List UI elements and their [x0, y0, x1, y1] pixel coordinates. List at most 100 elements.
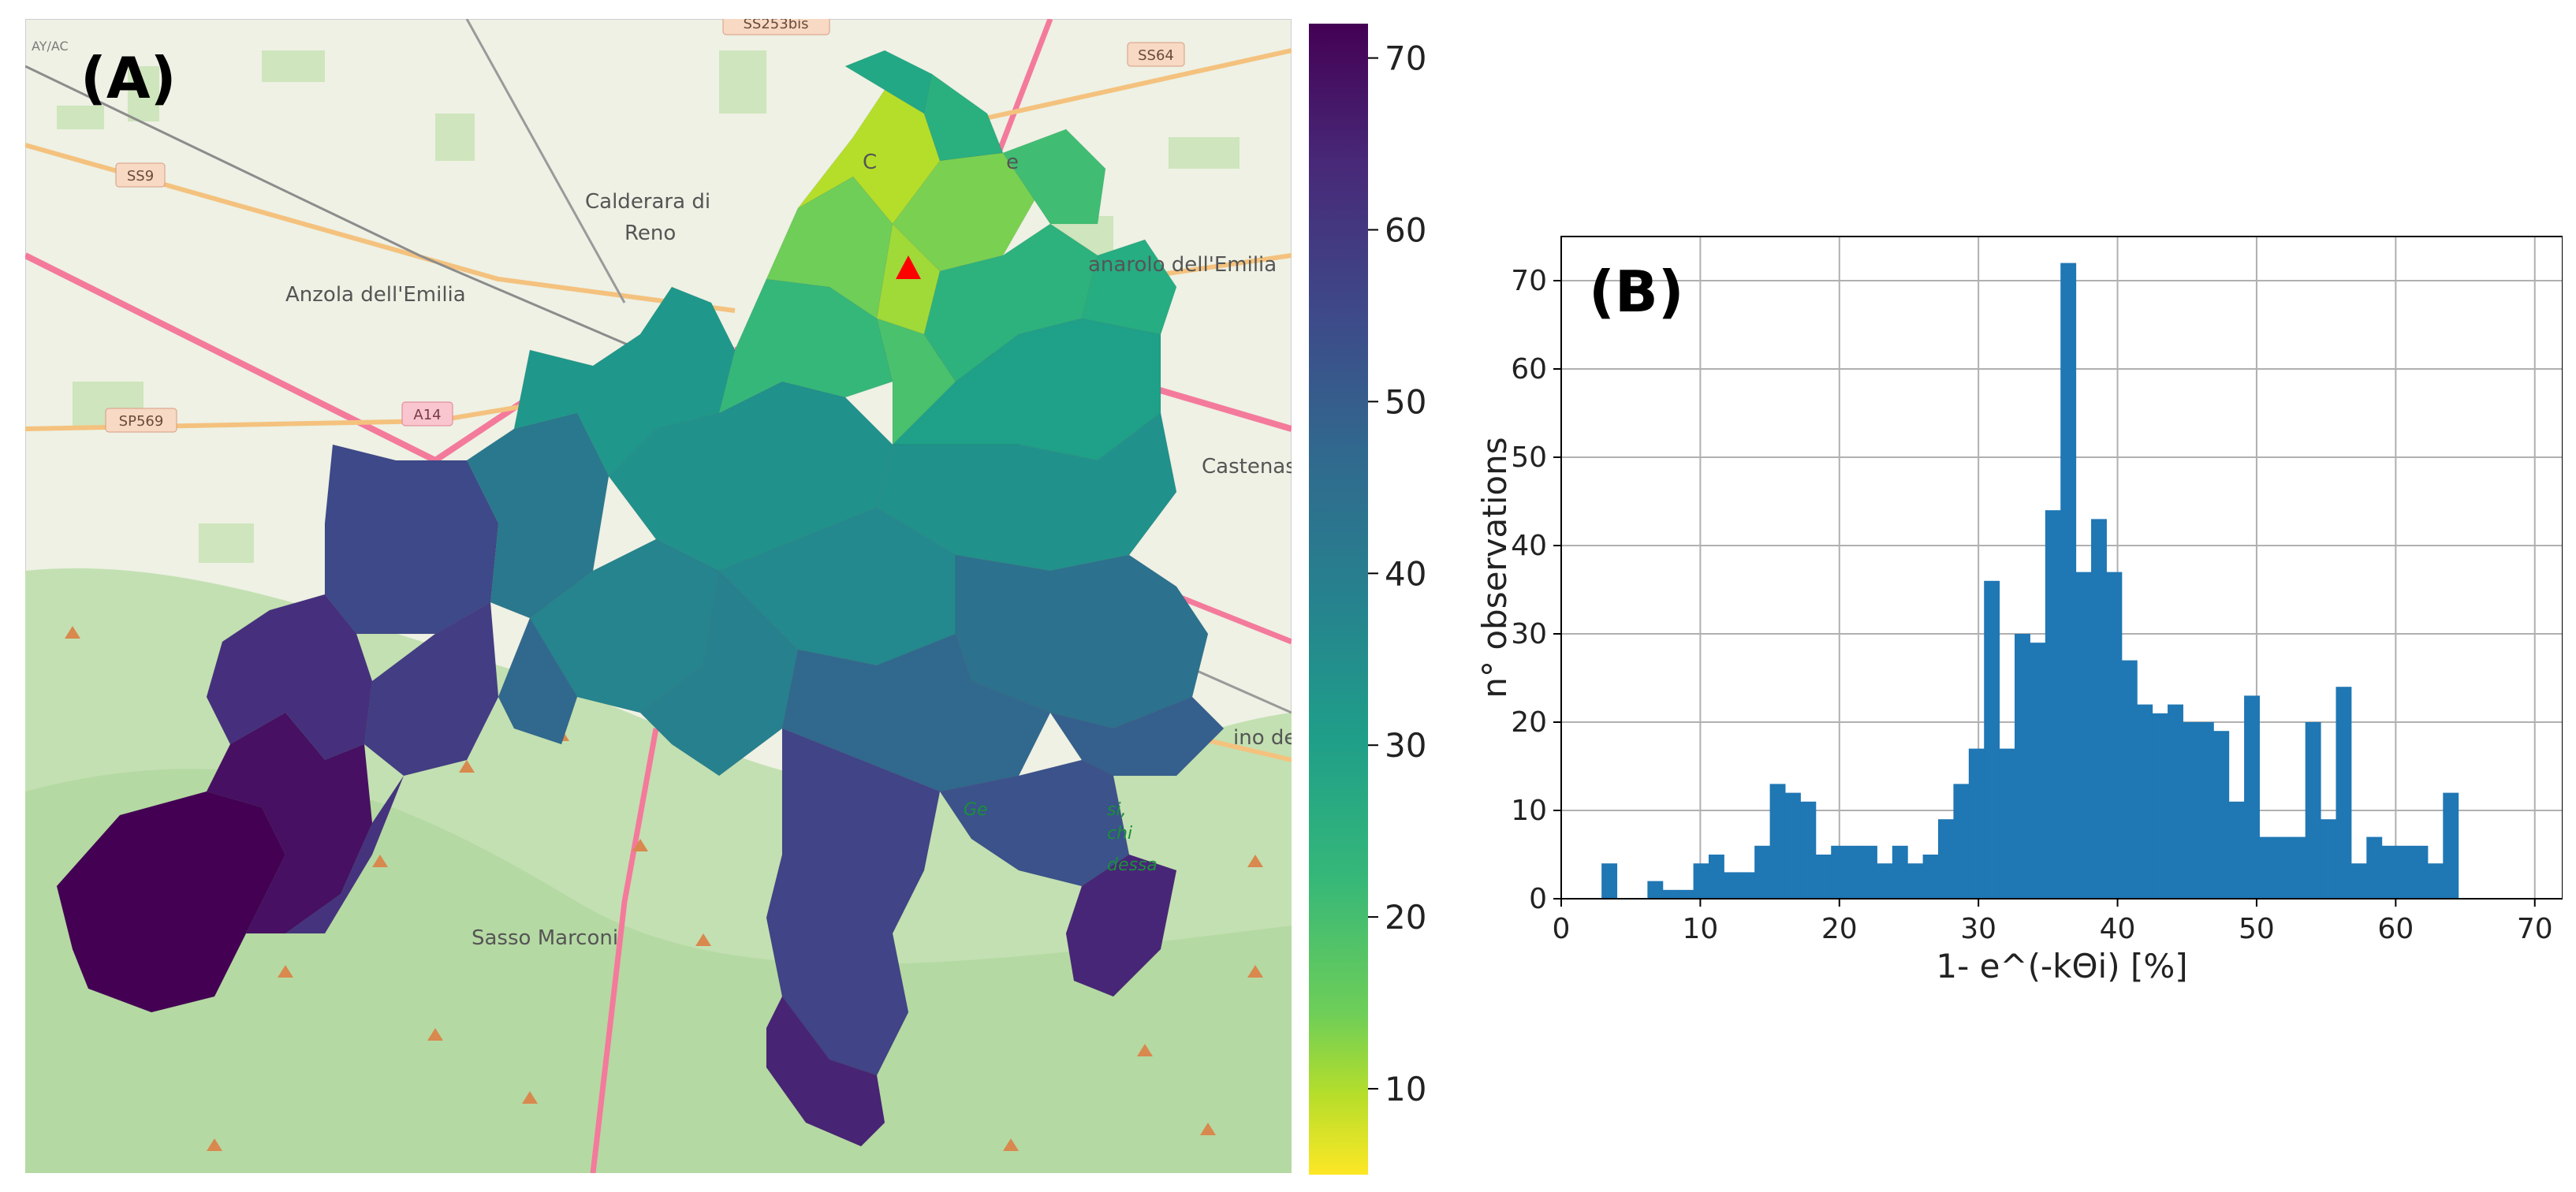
choropleth-regions	[56, 50, 1225, 1147]
y-tick-label: 70	[1511, 265, 1547, 297]
place-calderara: Calderara di	[585, 190, 710, 214]
place-granarolo: anarolo dell'Emilia	[1088, 253, 1277, 277]
colorbar-gradient	[1309, 24, 1368, 1175]
shield-ss9: SS9	[127, 168, 154, 184]
histogram-bar	[1907, 863, 1924, 899]
histogram-bar	[2274, 836, 2291, 899]
x-tick-label: 0	[1553, 913, 1571, 945]
histogram-bar	[1662, 889, 1679, 899]
histogram-bar	[2336, 687, 2352, 899]
histogram-bar	[1892, 845, 1908, 899]
histogram-panel: 0 10 20 30 40 50 60 70 0 10 20 30 40 50 60 70 (B) 1- e…	[1443, 213, 2563, 1001]
x-axis-label: 1- e^(-kΘi) [%]	[1936, 947, 2187, 985]
histogram-bar	[1693, 863, 1709, 899]
histogram-bar	[1739, 872, 1755, 899]
histogram-bar	[1984, 580, 2000, 899]
histogram-bar	[2030, 643, 2046, 899]
park-labels: Ge si, chi dessa	[964, 800, 1158, 875]
histogram-bar	[2106, 572, 2123, 899]
map-panel: SS9 SS64 SP569 A14 SS253bis AY/AC Calder…	[25, 19, 1292, 1173]
histogram-bar	[2060, 263, 2077, 900]
place-pianoro: ino de	[1233, 726, 1292, 750]
histogram-bar	[2259, 836, 2276, 899]
histogram-bar	[1800, 801, 1817, 899]
histogram-bar	[1877, 863, 1893, 899]
panel-a-label: (A)	[80, 45, 177, 111]
colorbar-tick-label: 10	[1385, 1070, 1426, 1108]
histogram-bar	[1754, 845, 1771, 899]
x-tick-label: 30	[1960, 913, 1996, 945]
histogram-bar	[2228, 801, 2245, 899]
histogram-bar	[2137, 704, 2153, 899]
histogram-bar	[1999, 748, 2015, 899]
histogram-bar	[1831, 845, 1847, 899]
park-label-4: dessa	[1107, 855, 1158, 875]
histogram-bar	[1678, 889, 1694, 899]
colorbar-svg: 10 20 30 40 50 60 70	[1309, 24, 1426, 1175]
x-tick-label: 50	[2239, 913, 2275, 945]
histogram-bar	[1601, 863, 1618, 899]
shield-top: SS253bis	[743, 19, 808, 32]
park-label-3: chi	[1107, 824, 1132, 844]
histogram-bar	[2427, 863, 2444, 899]
colorbar-tick-label: 70	[1385, 39, 1426, 78]
histogram-bar	[2213, 731, 2230, 899]
histogram-bar	[2091, 519, 2107, 899]
histogram-bar	[2183, 722, 2199, 899]
place-sasso: Sasso Marconi	[472, 926, 618, 950]
y-tick-label: 0	[1529, 883, 1547, 915]
shield-ss64: SS64	[1138, 47, 1174, 64]
colorbar-tick-label: 60	[1385, 210, 1426, 249]
histogram-bar	[2412, 845, 2429, 899]
histogram-bar	[2015, 634, 2030, 899]
histogram-bar	[1846, 845, 1862, 899]
histogram-bar	[1938, 819, 1954, 899]
place-calderara-2: Reno	[624, 222, 676, 245]
histogram-bar	[1953, 784, 1970, 899]
road-side-label: AY/AC	[32, 39, 69, 54]
histogram-bar	[2244, 695, 2260, 899]
road-shields: SS9 SS64 SP569 A14 SS253bis AY/AC	[32, 19, 1185, 433]
histogram-bar	[2321, 819, 2336, 899]
x-tick-label: 40	[2100, 913, 2136, 945]
x-tick-label: 70	[2517, 913, 2553, 945]
histogram-bar	[2381, 845, 2398, 899]
histogram-bar	[2397, 845, 2413, 899]
colorbar-tick-label: 20	[1385, 898, 1426, 937]
place-castenaso: Castenas	[1202, 455, 1292, 479]
histogram-bar	[2152, 713, 2168, 899]
map-svg: SS9 SS64 SP569 A14 SS253bis AY/AC Calder…	[25, 19, 1292, 1173]
histogram-bar	[1815, 855, 1832, 899]
y-tick-label: 60	[1511, 353, 1547, 386]
place-anzola: Anzola dell'Emilia	[285, 283, 466, 307]
histogram-bar	[2290, 836, 2306, 899]
colorbar-tick-label: 30	[1385, 726, 1426, 765]
histogram-bar	[1647, 881, 1664, 899]
panel-b-label: (B)	[1589, 259, 1684, 325]
park-label-2: si,	[1107, 800, 1127, 820]
y-tick-label: 10	[1511, 795, 1547, 827]
place-labels: Calderara di Reno Anzola dell'Emilia C e…	[285, 151, 1292, 950]
histogram-bar	[2075, 572, 2092, 899]
histogram-bar	[1708, 855, 1724, 899]
place-castel-e: e	[1006, 151, 1019, 174]
histogram-svg: 0 10 20 30 40 50 60 70 0 10 20 30 40 50 60 70 (B) 1- e…	[1475, 236, 2563, 985]
y-tick-label: 20	[1511, 706, 1547, 739]
colorbar-tick-label: 50	[1385, 382, 1426, 421]
histogram-bar	[2366, 836, 2383, 899]
colorbar-tick-label: 40	[1385, 554, 1426, 593]
histogram-bar	[2045, 510, 2061, 899]
shield-a14: A14	[413, 407, 441, 423]
histogram-bar	[2443, 792, 2459, 899]
histogram-bar	[1724, 872, 1740, 899]
histogram-bar	[1784, 792, 1801, 899]
shield-sp569: SP569	[119, 413, 164, 430]
histogram-bar	[2305, 722, 2321, 899]
histogram-bar	[1922, 855, 1939, 899]
y-tick-label: 50	[1511, 441, 1547, 474]
histogram-bar	[1862, 845, 1877, 899]
histogram-bar	[1968, 748, 1985, 899]
histogram-bar	[1769, 784, 1786, 899]
y-tick-label: 30	[1511, 618, 1547, 650]
x-tick-label: 60	[2377, 913, 2414, 945]
